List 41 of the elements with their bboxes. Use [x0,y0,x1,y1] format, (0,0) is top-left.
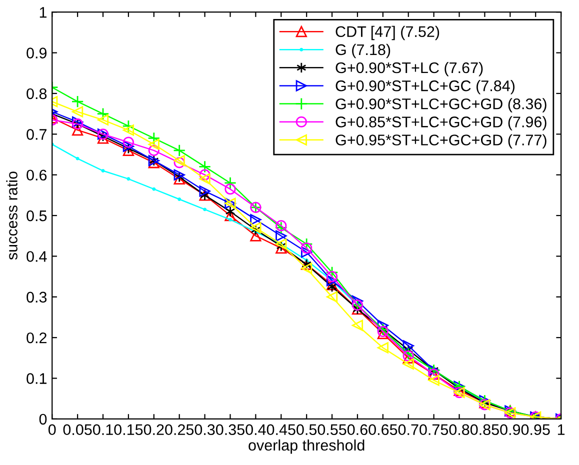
legend-label: G+0.90*ST+LC+GC+GD (8.36) [336,98,546,112]
x-tick-label: 0.05 [63,424,92,436]
x-tick-label: 0.8 [449,424,470,436]
x-tick-label: 0.55 [318,424,346,436]
x-tick-label: 0.45 [266,424,296,436]
legend-label: G (7.18) [336,44,390,58]
legend-label: G+0.90*ST+LC+GC (7.84) [336,80,515,94]
x-tick-label: 0.95 [521,424,550,436]
legend-label: G+0.95*ST+LC+GC+GD (7.77) [336,134,546,148]
y-tick-label: 0.9 [26,48,47,58]
x-tick-label: 0.4 [246,424,266,436]
x-tick-label: 0.6 [347,424,368,436]
x-tick-label: 0.9 [500,424,520,436]
x-axis-title: overlap threshold [248,439,364,454]
y-tick-label: 0.2 [26,332,46,344]
y-tick-label: 0.1 [26,373,47,384]
x-tick-label: 0 [48,424,56,436]
x-tick-label: 0.75 [420,424,448,436]
x-tick-label: 0.5 [296,424,317,436]
x-tick-label: 0.35 [216,424,244,436]
y-tick-label: 0.6 [26,170,47,181]
legend-label: G+0.90*ST+LC (7.67) [336,62,483,76]
y-tick-label: 0 [39,414,47,425]
x-tick-label: 0.85 [470,424,499,436]
y-tick-label: 0.8 [26,88,47,100]
x-tick-label: 0.15 [114,424,143,436]
y-tick-label: 0.7 [26,129,46,140]
y-tick-label: 1 [40,7,47,18]
x-tick-label: 0.2 [144,424,164,436]
legend-label: G+0.85*ST+LC+GC+GD (7.96) [336,116,546,130]
x-tick-label: 0.65 [368,424,398,436]
x-tick-label: 0.3 [194,424,215,436]
y-tick-label: 0.5 [26,210,47,222]
y-tick-label: 0.4 [26,251,47,262]
x-tick-label: 0.25 [165,424,194,436]
y-tick-label: 0.3 [26,292,47,303]
y-axis-title: success ratio [6,172,18,260]
legend-label: CDT [47] (7.52) [336,26,440,40]
x-tick-label: 0.1 [92,424,113,436]
x-tick-label: 0.7 [398,424,418,436]
x-tick-label: 1 [558,424,565,435]
